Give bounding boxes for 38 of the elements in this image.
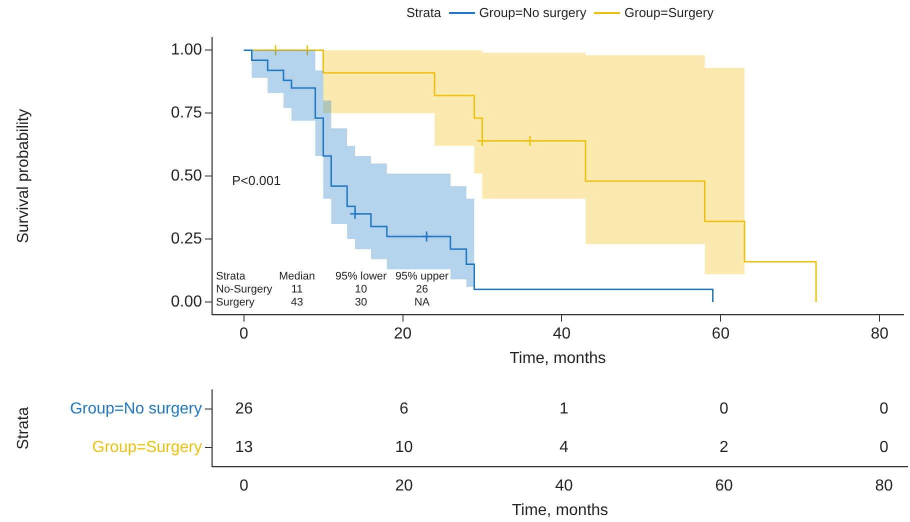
x-tick-label: 60 [715,478,733,495]
x-tick-label: 40 [555,478,573,495]
y-tick-label: Group=Surgery [92,438,202,456]
y-axis-title: Survival probability [15,108,32,244]
x-tick-label: 20 [395,478,413,495]
y-tick-label: 0.25 [170,230,202,248]
x-axis-title: Time, months [510,350,606,367]
x-tick-label: 0 [240,478,249,495]
y-tick-label: 0.75 [170,104,202,122]
text: Strata Median 95% lower 95% upper [216,270,449,283]
y-tick-label: Group=No surgery [70,400,202,418]
x-tick-label: 80 [875,478,893,495]
data-label: 6 [400,400,409,418]
x-axis-title: Time, months [512,502,608,519]
data-label: 4 [560,438,569,456]
x-tick-label: 40 [552,326,571,343]
annotation: P<0.001 [232,173,281,188]
data-label: 2 [720,438,729,456]
y-axis-title: Strata [15,406,32,450]
x-tick-label: 60 [712,326,730,343]
data-label: 26 [235,400,253,418]
data-label: 0 [880,400,889,418]
data-label: 13 [235,438,253,456]
legend-title: Strata [406,5,442,20]
x-tick-label: 0 [239,326,248,343]
text: No-Surgery 11 10 26 [216,284,428,296]
data-label: 0 [720,400,729,418]
data-label: 1 [560,400,569,418]
legend-label: Group=No surgery [479,5,586,20]
data-label: 10 [395,438,413,456]
legend-label: Group=Surgery [624,5,714,20]
x-tick-label: 80 [870,326,889,343]
x-tick-label: 20 [394,326,412,343]
data-label: 0 [880,438,889,456]
y-tick-label: 0.00 [170,293,202,310]
text: Surgery 43 30 NA [216,296,430,309]
y-tick-label: 1.00 [170,42,202,59]
y-tick-label: 0.50 [170,168,202,185]
